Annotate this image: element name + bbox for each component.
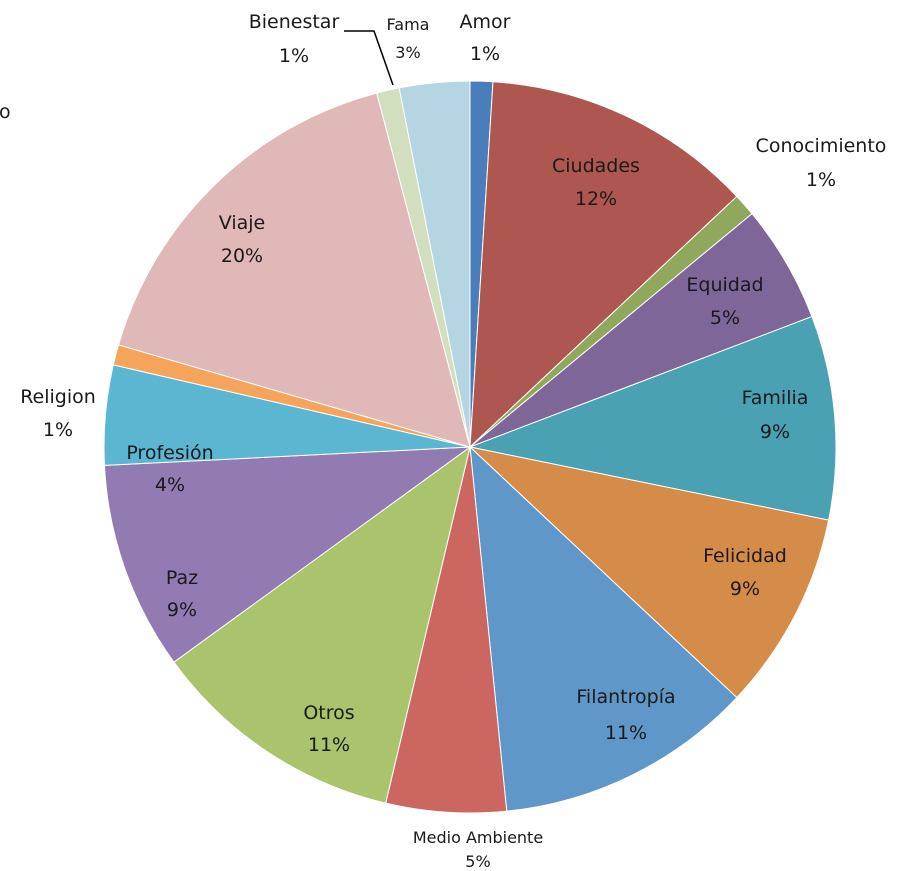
slice-percent-religion: 1% (43, 419, 73, 441)
pie-slice-ciudades (469, 81, 738, 449)
slice-percent-bienestar: 1% (279, 45, 309, 67)
slice-label-bienestar: Bienestar (249, 11, 340, 33)
leader-lines (344, 30, 394, 86)
slice-label-familia: Familia (742, 387, 809, 409)
slice-percent-amor: 1% (470, 43, 500, 65)
pie-slice-familia (468, 315, 837, 521)
slice-percent-equidad: 5% (710, 307, 740, 329)
slice-label-paz: Paz (166, 567, 198, 589)
slice-label-felicidad: Felicidad (703, 545, 787, 567)
slice-label-viaje: Viaje (219, 212, 265, 234)
slice-label-otros: Otros (303, 702, 354, 724)
slice-label-amor: Amor (460, 11, 511, 33)
pie-slice-felicidad (468, 446, 830, 699)
leader-line-bienestar (344, 30, 394, 86)
slice-label-filantropia: Filantropía (576, 686, 675, 708)
slice-percent-conocimiento: 1% (806, 169, 836, 191)
slice-percent-medio-ambiente: 5% (465, 852, 490, 871)
pie-slice-filantropia (469, 445, 738, 812)
pie-slices (103, 80, 837, 814)
slice-label-conocimiento: Conocimiento (756, 135, 887, 157)
slice-percent-filantropia: 11% (605, 722, 647, 744)
slice-percent-viaje: 20% (221, 245, 263, 267)
stray-label: o (0, 101, 11, 123)
slice-label-equidad: Equidad (686, 274, 763, 296)
pie-labels: o Amor 1% Ciudades 12% Conocimiento 1% Equidad… (0, 11, 886, 871)
slice-percent-felicidad: 9% (730, 578, 760, 600)
pie-slice-fama (398, 80, 471, 448)
slice-label-fama: Fama (387, 15, 430, 34)
pie-slice-paz (103, 446, 472, 663)
slice-percent-familia: 9% (760, 421, 790, 443)
slice-percent-fama: 3% (395, 43, 420, 62)
slice-label-ciudades: Ciudades (552, 155, 640, 177)
pie-slice-otros (173, 445, 471, 804)
slice-percent-otros: 11% (308, 734, 350, 756)
slice-percent-paz: 9% (167, 599, 197, 621)
pie-slice-viaje (117, 92, 471, 448)
slice-label-religion: Religion (20, 386, 96, 408)
slice-percent-profesion: 4% (155, 474, 185, 496)
slice-percent-ciudades: 12% (575, 188, 617, 210)
slice-label-profesion: Profesión (126, 442, 213, 464)
slice-label-medio-ambiente: Medio Ambiente (413, 828, 543, 847)
